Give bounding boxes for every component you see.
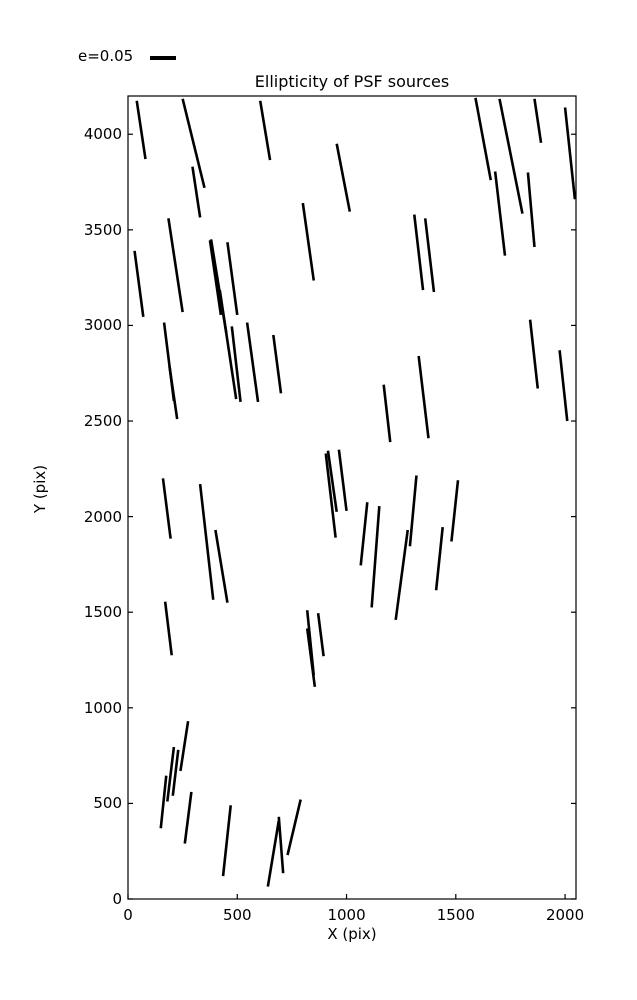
psf-whisker — [258, 100, 272, 161]
psf-whisker — [163, 601, 173, 656]
psf-whisker — [417, 355, 430, 439]
psf-whisker — [423, 218, 436, 293]
psf-whisker — [305, 628, 317, 687]
psf-whisker — [408, 475, 418, 547]
psf-whisker — [324, 453, 337, 538]
psf-whisker — [245, 322, 260, 403]
psf-whisker — [221, 805, 233, 877]
x-axis-label: X (pix) — [327, 925, 377, 943]
y-tick-label: 1500 — [83, 603, 122, 622]
y-tick-label: 0 — [112, 890, 122, 908]
psf-whisker — [493, 171, 507, 256]
psf-whisker — [301, 202, 316, 281]
x-tick-label: 0 — [123, 906, 133, 924]
x-tick-label: 500 — [222, 906, 252, 924]
psf-whisker — [167, 218, 184, 313]
psf-whisker — [474, 97, 493, 181]
ellipticity-scale-bar-icon — [150, 56, 176, 60]
y-axis-label: Y (pix) — [31, 464, 49, 514]
psf-whisker — [198, 483, 215, 600]
psf-whisker — [179, 720, 190, 772]
psf-whisker — [214, 529, 229, 603]
x-tick-label: 1000 — [327, 906, 366, 924]
psf-whisker — [450, 480, 460, 542]
psf-whisker — [171, 749, 180, 796]
psf-whisker — [563, 107, 576, 200]
psf-whisker — [181, 98, 206, 189]
y-tick-label: 2000 — [83, 507, 122, 526]
psf-whisker — [533, 98, 543, 144]
psf-whisker — [526, 172, 536, 248]
psf-whisker — [434, 527, 444, 591]
psf-whisker — [412, 214, 425, 291]
page-title: Ellipticity of PSF sources — [254, 72, 450, 91]
psf-whisker — [135, 100, 147, 160]
psf-whisker — [326, 450, 338, 513]
psf-whisker — [191, 166, 202, 218]
whisker-data-layer — [133, 97, 576, 887]
psf-whisker — [226, 242, 239, 316]
x-tick-label: 1500 — [436, 906, 475, 924]
psf-whisker — [183, 791, 193, 844]
x-tick-label: 2000 — [545, 906, 585, 924]
psf-whisker — [498, 98, 524, 214]
y-tick-label: 3500 — [83, 220, 122, 239]
psf-whisker — [286, 799, 302, 856]
psf-whisker — [159, 775, 168, 829]
psf-whisker — [394, 529, 410, 621]
psf-whisker — [558, 350, 569, 422]
psf-whisker — [316, 613, 325, 657]
psf-whisker — [133, 250, 145, 317]
psf-whisker — [266, 820, 281, 887]
psf-whisker — [382, 384, 392, 443]
psf-whisker — [337, 449, 348, 512]
legend-scale-label: e=0.05 — [78, 47, 134, 65]
psf-whisker — [218, 289, 238, 400]
y-tick-label: 2500 — [83, 412, 122, 431]
psf-whisker — [359, 502, 369, 566]
y-tick-label: 3000 — [83, 316, 122, 335]
psf-whisker — [272, 334, 283, 394]
axes-frame — [127, 95, 577, 900]
psf-whisker — [230, 326, 242, 403]
psf-whisker — [277, 816, 285, 874]
psf-whisker — [335, 143, 352, 212]
y-tick-label: 1000 — [83, 698, 122, 717]
psf-whisker — [166, 746, 176, 802]
psf-whisker — [370, 506, 381, 608]
axis-ticks — [127, 133, 576, 900]
psf-whisker — [161, 478, 172, 539]
psf-whisker — [168, 366, 179, 420]
psf-whisker — [208, 240, 223, 316]
y-tick-label: 500 — [93, 794, 122, 813]
y-tick-label: 4000 — [83, 125, 122, 144]
psf-whisker — [528, 319, 540, 389]
